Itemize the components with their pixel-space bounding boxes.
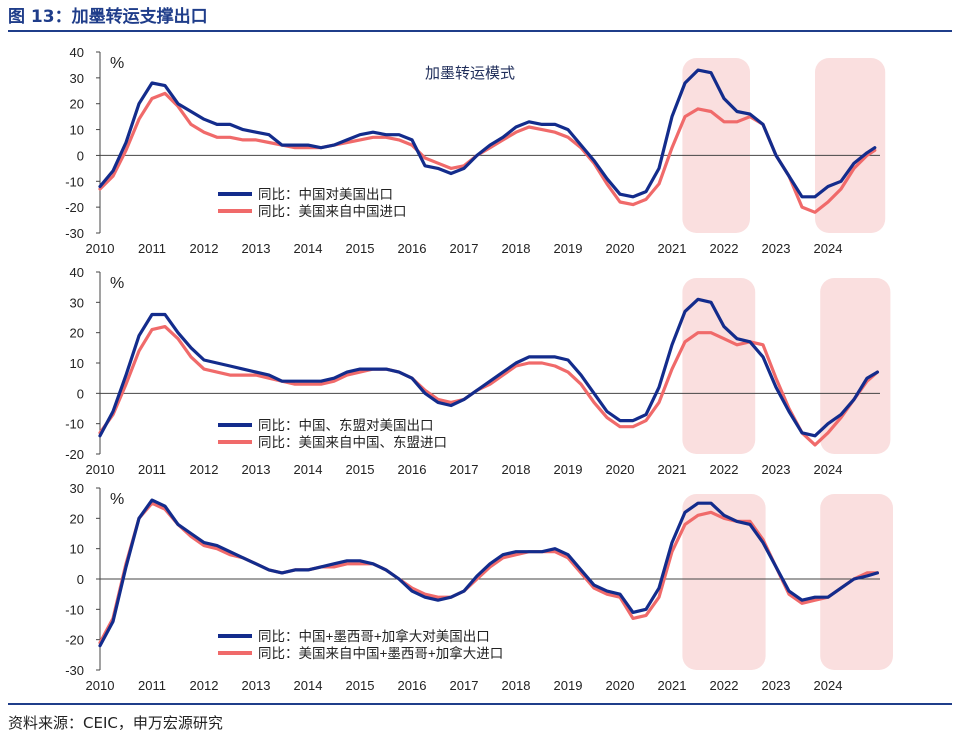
- x-tick-label: 2016: [398, 241, 427, 256]
- legend-label-2: 同比：美国来自中国进口: [258, 204, 407, 219]
- y-tick-label: 0: [77, 386, 84, 401]
- chart-title: 加墨转运模式: [425, 65, 515, 82]
- top-rule: [8, 30, 952, 32]
- legend-label-1: 同比：中国对美国出口: [258, 187, 393, 202]
- shaded-range: [682, 58, 750, 233]
- shaded-range: [682, 494, 766, 670]
- y-tick-label: 30: [70, 71, 84, 86]
- x-tick-label: 2010: [86, 678, 115, 693]
- x-tick-label: 2018: [502, 678, 531, 693]
- y-tick-label: -20: [65, 447, 84, 462]
- x-tick-label: 2011: [138, 241, 166, 256]
- x-tick-label: 2011: [138, 678, 166, 693]
- x-tick-label: 2021: [658, 462, 687, 477]
- x-tick-label: 2019: [554, 462, 583, 477]
- y-tick-label: 0: [77, 572, 84, 587]
- bottom-rule: [8, 703, 952, 705]
- x-tick-label: 2017: [450, 678, 479, 693]
- series-line-1: [98, 498, 879, 648]
- x-tick-label: 2018: [502, 462, 531, 477]
- x-tick-label: 2023: [762, 241, 791, 256]
- x-tick-label: 2015: [346, 678, 375, 693]
- y-tick-label: 10: [70, 123, 84, 138]
- x-tick-label: 2020: [606, 241, 635, 256]
- x-tick-label: 2017: [450, 241, 479, 256]
- x-tick-label: 2010: [86, 241, 115, 256]
- series-line-1: [98, 68, 877, 199]
- shaded-range: [682, 278, 756, 454]
- y-tick-label: 30: [70, 295, 84, 310]
- y-tick-label: 40: [70, 45, 84, 60]
- y-tick-label: 20: [70, 97, 84, 112]
- x-tick-label: 2014: [294, 678, 323, 693]
- x-tick-label: 2023: [762, 462, 791, 477]
- y-tick-label: 20: [70, 326, 84, 341]
- legend-label-2: 同比：美国来自中国、东盟进口: [258, 435, 447, 450]
- x-tick-label: 2023: [762, 678, 791, 693]
- x-tick-label: 2018: [502, 241, 531, 256]
- y-tick-label: 30: [70, 481, 84, 496]
- legend-label-1: 同比：中国、东盟对美国出口: [258, 418, 434, 433]
- y-tick-label: -10: [65, 174, 84, 189]
- shaded-range: [815, 58, 886, 233]
- x-tick-label: 2021: [658, 241, 687, 256]
- y-tick-label: -10: [65, 602, 84, 617]
- shaded-range: [820, 278, 891, 454]
- y-unit-label: %: [110, 491, 124, 508]
- x-tick-label: 2024: [814, 241, 843, 256]
- x-tick-label: 2020: [606, 462, 635, 477]
- x-tick-label: 2015: [346, 241, 375, 256]
- x-tick-label: 2022: [710, 678, 739, 693]
- x-tick-label: 2016: [398, 462, 427, 477]
- x-tick-label: 2010: [86, 462, 115, 477]
- x-tick-label: 2020: [606, 678, 635, 693]
- x-tick-label: 2012: [190, 462, 219, 477]
- y-tick-label: -30: [65, 663, 84, 678]
- y-tick-label: 10: [70, 356, 84, 371]
- x-tick-label: 2021: [658, 678, 687, 693]
- y-tick-label: 10: [70, 542, 84, 557]
- x-tick-label: 2019: [554, 241, 583, 256]
- x-tick-label: 2022: [710, 241, 739, 256]
- x-tick-label: 2014: [294, 241, 323, 256]
- y-tick-label: 20: [70, 511, 84, 526]
- x-tick-label: 2019: [554, 678, 583, 693]
- figure-title: 图 13：加墨转运支撑出口: [8, 7, 208, 27]
- y-tick-label: -10: [65, 417, 84, 432]
- series-line-1: [98, 297, 879, 438]
- x-tick-label: 2022: [710, 462, 739, 477]
- y-unit-label: %: [110, 275, 124, 292]
- legend-label-2: 同比：美国来自中国+墨西哥+加拿大进口: [258, 645, 503, 661]
- series-line-2: [98, 501, 879, 645]
- x-tick-label: 2016: [398, 678, 427, 693]
- x-tick-label: 2014: [294, 462, 323, 477]
- y-tick-label: -20: [65, 200, 84, 215]
- legend-label-1: 同比：中国+墨西哥+加拿大对美国出口: [258, 628, 490, 644]
- y-tick-label: 0: [77, 148, 84, 163]
- x-tick-label: 2024: [814, 678, 843, 693]
- y-tick-label: -30: [65, 226, 84, 241]
- series-line-2: [98, 91, 877, 214]
- shaded-range: [820, 494, 893, 670]
- x-tick-label: 2015: [346, 462, 375, 477]
- x-tick-label: 2024: [814, 462, 843, 477]
- y-tick-label: 40: [70, 265, 84, 280]
- y-tick-label: -20: [65, 633, 84, 648]
- x-tick-label: 2012: [190, 241, 219, 256]
- x-tick-label: 2017: [450, 462, 479, 477]
- x-tick-label: 2013: [242, 241, 271, 256]
- y-unit-label: %: [110, 55, 124, 72]
- x-tick-label: 2013: [242, 678, 271, 693]
- x-tick-label: 2012: [190, 678, 219, 693]
- source-note: 资料来源：CEIC，申万宏源研究: [8, 714, 223, 732]
- x-tick-label: 2011: [138, 462, 166, 477]
- x-tick-label: 2013: [242, 462, 271, 477]
- series-line-2: [98, 325, 879, 447]
